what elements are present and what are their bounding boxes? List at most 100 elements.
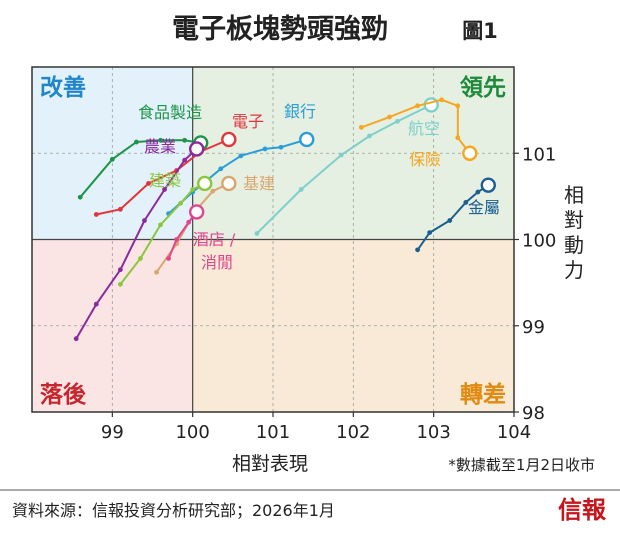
series-point: [142, 218, 147, 223]
series-point: [117, 206, 123, 212]
series-point: [158, 222, 163, 228]
gridlines: [32, 67, 514, 412]
series-point: [77, 194, 83, 200]
quadrant-label-leading: 領先: [460, 74, 506, 101]
series-point: [338, 152, 344, 158]
series-point: [463, 200, 469, 205]
y-tick-label: 99: [522, 317, 545, 338]
series-point: [73, 336, 79, 342]
series-point: [218, 166, 224, 172]
series-label: 農業: [144, 137, 176, 156]
series-保險: [358, 97, 478, 161]
series-point: [298, 187, 304, 192]
y-axis-label-char: 力: [564, 258, 584, 282]
footnote: *數據截至1月2日收市: [448, 456, 595, 474]
series-金屬: [415, 177, 496, 253]
series-point: [93, 212, 99, 217]
series-point: [395, 118, 400, 124]
series-point: [158, 137, 163, 143]
series-point: [210, 188, 216, 194]
series-point: [415, 103, 420, 109]
quadrant-label-lagging: 落後: [40, 381, 87, 408]
series-point: [439, 97, 445, 103]
series-label: 金屬: [468, 198, 500, 217]
series-point: [117, 267, 123, 273]
series-建築: [117, 175, 213, 287]
series-point: [138, 256, 143, 261]
series-point: [455, 135, 461, 141]
series-head-point: [188, 141, 205, 157]
series-農業: [73, 141, 205, 342]
y-tick-label: 100: [522, 231, 556, 252]
series-point: [178, 200, 184, 206]
series-point: [455, 103, 461, 109]
series-head-point: [221, 175, 237, 192]
x-tick-label: 99: [101, 422, 124, 443]
series-line: [96, 138, 230, 216]
series-line: [256, 104, 432, 235]
series-point: [278, 144, 284, 150]
series-point: [387, 114, 392, 120]
series-label: 保險: [409, 150, 441, 169]
series-point: [238, 153, 244, 159]
y-axis-label-char: 相: [564, 183, 584, 207]
series-label: 航空: [408, 119, 440, 138]
series-head-point: [197, 175, 213, 192]
series-point: [109, 156, 115, 162]
x-tick-label: 100: [175, 422, 209, 443]
y-tick-label: 98: [522, 403, 545, 424]
series-label: 銀行: [284, 102, 316, 121]
series-point: [427, 230, 433, 236]
chart-title: 電子板塊勢頭強勁: [172, 14, 388, 45]
series-label: 電子: [232, 112, 264, 131]
source-note: 資料來源：信報投資分析研究部；2026年1月: [12, 501, 335, 520]
series-head-point: [299, 131, 315, 148]
series-label: 基建: [243, 174, 275, 193]
y-tick-label: 101: [522, 144, 556, 165]
series-point: [117, 281, 123, 287]
y-axis-label-char: 對: [564, 208, 584, 232]
x-tick-label: 101: [256, 422, 290, 443]
series-label: 食品製造: [138, 103, 202, 122]
series-point: [186, 219, 192, 225]
series-head-point: [480, 177, 496, 193]
series-point: [447, 218, 453, 223]
series-point: [174, 237, 180, 242]
quadrant-label-weakening: 轉差: [460, 381, 506, 408]
series-head-point: [462, 145, 478, 161]
x-tick-label: 104: [497, 422, 531, 443]
series-label: 酒店 /: [193, 230, 236, 249]
series-line: [79, 139, 201, 198]
series-point: [182, 137, 188, 143]
series-point: [190, 187, 196, 192]
x-tick-label: 103: [416, 422, 450, 443]
series-point: [262, 146, 268, 152]
series-point: [415, 247, 420, 253]
series-point: [146, 181, 151, 186]
series-point: [93, 301, 99, 307]
figure-label: 圖1: [462, 19, 498, 43]
brand-logo: 信報: [558, 495, 607, 524]
series-point: [162, 187, 167, 192]
series-point: [134, 139, 139, 145]
series-head-point: [188, 204, 205, 220]
series-point: [358, 124, 364, 130]
x-tick-label: 102: [336, 422, 370, 443]
y-axis-label-char: 動: [564, 233, 584, 257]
series-point: [367, 133, 372, 139]
series-航空: [254, 97, 439, 236]
series-point: [154, 269, 159, 275]
series-layer: [73, 97, 496, 342]
series-head-point: [221, 131, 237, 148]
series-label: 建築: [149, 171, 181, 190]
series-label: 消閒: [201, 253, 233, 272]
series-酒店/消閒: [166, 204, 205, 261]
x-axis-label: 相對表現: [232, 453, 308, 475]
series-point: [254, 231, 260, 236]
series-point: [166, 256, 171, 261]
